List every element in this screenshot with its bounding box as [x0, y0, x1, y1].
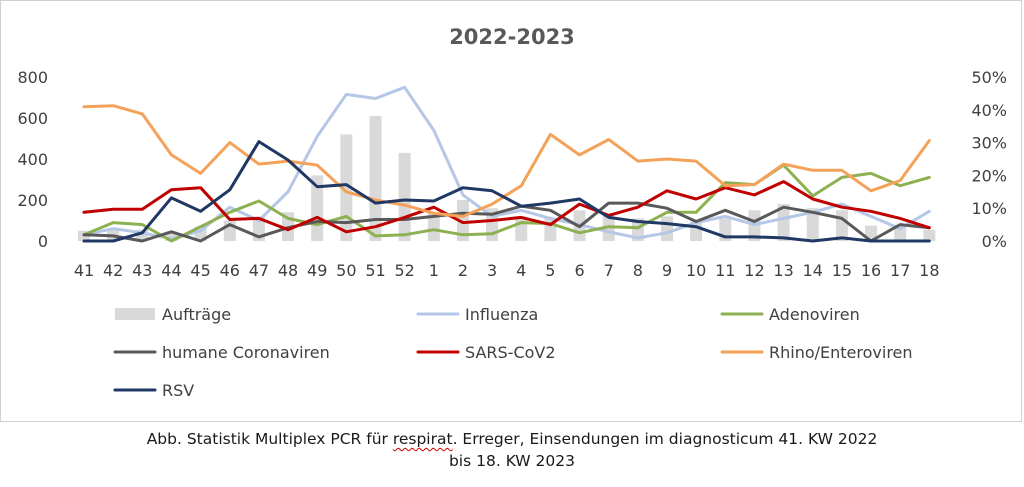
- caption-flagged-word: respirat: [392, 430, 453, 448]
- series-line-rsv: [82, 140, 931, 243]
- series-line-humane-coronaviren: [82, 201, 931, 243]
- y-right-tick-label: 0%: [982, 232, 1007, 251]
- x-tick-label: 6: [574, 261, 584, 280]
- y-left-tick-label: 600: [17, 109, 48, 128]
- x-tick-label: 13: [773, 261, 793, 280]
- y-right-tick-label: 50%: [971, 68, 1007, 87]
- legend-label: humane Coronaviren: [162, 343, 330, 362]
- bar-auftraege: [923, 229, 936, 241]
- y-left-tick-label: 200: [17, 191, 48, 210]
- y-left-tick-label: 0: [38, 232, 48, 251]
- x-tick-label: 5: [545, 261, 555, 280]
- x-tick-label: 43: [132, 261, 152, 280]
- chart-title: 2022-2023: [449, 25, 575, 49]
- x-tick-label: 46: [220, 261, 240, 280]
- figure-caption: Abb. Statistik Multiplex PCR für respira…: [0, 428, 1024, 472]
- y-left-tick-label: 400: [17, 150, 48, 169]
- y-right-tick-label: 30%: [971, 134, 1007, 153]
- bar-auftraege: [340, 134, 353, 241]
- caption-text-a: Abb. Statistik Multiplex PCR für: [146, 430, 393, 448]
- bar-auftraege: [165, 231, 178, 241]
- x-tick-label: 17: [890, 261, 910, 280]
- x-tick-label: 51: [365, 261, 385, 280]
- x-tick-label: 9: [662, 261, 672, 280]
- x-tick-label: 47: [249, 261, 269, 280]
- x-tick-label: 49: [307, 261, 327, 280]
- legend-label: Adenoviren: [769, 305, 860, 324]
- x-tick-label: 8: [633, 261, 643, 280]
- x-tick-label: 14: [803, 261, 823, 280]
- caption-line-1: Abb. Statistik Multiplex PCR für respira…: [0, 428, 1024, 450]
- x-tick-label: 45: [190, 261, 210, 280]
- x-tick-label: 10: [686, 261, 706, 280]
- legend-label: RSV: [162, 381, 194, 400]
- x-tick-label: 16: [861, 261, 881, 280]
- x-tick-label: 2: [458, 261, 468, 280]
- x-tick-label: 1: [429, 261, 439, 280]
- x-tick-label: 50: [336, 261, 356, 280]
- y-right-tick-label: 20%: [971, 166, 1007, 185]
- y-left-tick-label: 800: [17, 68, 48, 87]
- x-tick-label: 18: [919, 261, 939, 280]
- bar-auftraege: [136, 229, 149, 241]
- bar-auftraege: [456, 200, 469, 241]
- legend-label: Influenza: [465, 305, 538, 324]
- x-tick-label: 52: [394, 261, 414, 280]
- bar-auftraege: [777, 204, 790, 241]
- x-tick-label: 44: [161, 261, 181, 280]
- x-tick-label: 3: [487, 261, 497, 280]
- bar-auftraege: [631, 218, 644, 241]
- legend-swatch-bar: [115, 308, 155, 320]
- chart-canvas: 2022-2023 0 200 400 600 800 0% 10% 20% 30% 40% 50%…: [17, 25, 1007, 400]
- y-right-tick-label: 40%: [971, 101, 1007, 120]
- x-tick-label: 48: [278, 261, 298, 280]
- bar-auftraege: [835, 210, 848, 241]
- bar-auftraege: [427, 212, 440, 241]
- legend-label: Rhino/Enteroviren: [769, 343, 913, 362]
- bar-auftraege: [515, 216, 528, 241]
- legend: Aufträge Influenza Adenoviren humane Corona…: [113, 305, 913, 400]
- bar-auftraege: [369, 115, 382, 241]
- x-tick-label: 42: [103, 261, 123, 280]
- series-line-influenza: [82, 85, 931, 241]
- bar-auftraege: [661, 216, 673, 241]
- series-line-sars-cov2: [82, 180, 931, 234]
- x-tick-label: 7: [604, 261, 614, 280]
- caption-line-2: bis 18. KW 2023: [448, 452, 576, 470]
- x-tick-label: 15: [832, 261, 852, 280]
- x-tick-label: 41: [74, 261, 94, 280]
- bar-auftraege: [398, 152, 411, 241]
- x-tick-label: 11: [715, 261, 735, 280]
- y-right-tick-label: 10%: [971, 199, 1007, 218]
- bar-auftraege: [806, 208, 819, 241]
- x-tick-label: 4: [516, 261, 526, 280]
- x-tick-label: 12: [744, 261, 764, 280]
- legend-label: SARS-CoV2: [465, 343, 556, 362]
- bar-auftraege: [894, 226, 907, 241]
- series-line-rhino-enteroviren: [82, 104, 931, 218]
- lines-layer: [82, 85, 931, 243]
- caption-text-b: . Erreger, Einsendungen im diagnosticum …: [452, 430, 878, 448]
- legend-label: Aufträge: [162, 305, 231, 324]
